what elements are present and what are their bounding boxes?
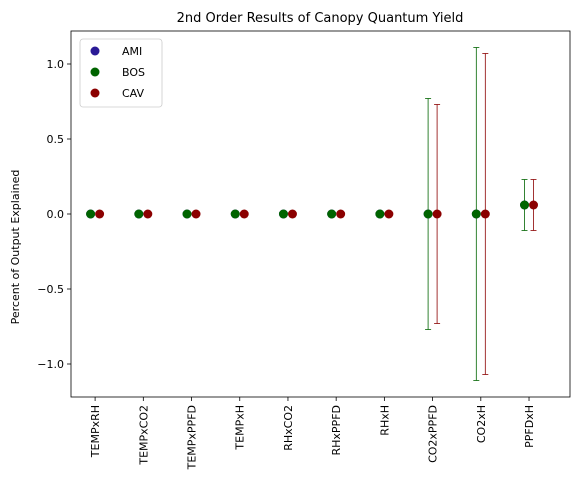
x-tick-label: PPFDxH xyxy=(523,405,536,448)
data-point-bos xyxy=(520,200,530,210)
data-point-cav xyxy=(239,209,249,219)
data-point-cav xyxy=(336,209,346,219)
data-point-bos xyxy=(375,209,385,219)
data-point-bos xyxy=(423,209,433,219)
data-point-cav xyxy=(384,209,394,219)
data-point-bos xyxy=(86,209,96,219)
data-point-cav xyxy=(143,209,153,219)
chart-title: 2nd Order Results of Canopy Quantum Yiel… xyxy=(177,11,464,26)
legend-marker xyxy=(90,88,100,98)
data-point-bos xyxy=(230,209,240,219)
data-point-cav xyxy=(191,209,201,219)
data-point-cav xyxy=(287,209,297,219)
data-point-bos xyxy=(278,209,288,219)
legend-marker xyxy=(90,67,100,77)
legend-label: CAV xyxy=(122,87,145,100)
x-tick-label: TEMPxPPFD xyxy=(186,405,199,470)
data-point-bos xyxy=(182,209,192,219)
legend-marker xyxy=(90,46,100,56)
x-tick-label: CO2xH xyxy=(475,405,488,443)
data-point-bos xyxy=(327,209,337,219)
y-tick-label: −1.0 xyxy=(37,358,64,371)
legend-label: AMI xyxy=(122,45,142,58)
data-point-bos xyxy=(134,209,144,219)
plot-area xyxy=(70,30,571,398)
legend: AMI BOS CAV xyxy=(79,38,163,108)
y-tick-label: 1.0 xyxy=(47,58,65,71)
y-axis-label: Percent of Output Explained xyxy=(9,170,22,325)
data-point-cav xyxy=(432,209,442,219)
data-point-bos xyxy=(471,209,481,219)
y-tick-label: 0.5 xyxy=(47,133,65,146)
data-point-cav xyxy=(95,209,105,219)
x-tick-label: TEMPxH xyxy=(234,405,247,451)
x-tick-label: RHxCO2 xyxy=(282,405,295,451)
y-tick-label: −0.5 xyxy=(37,283,64,296)
x-tick-label: RHxH xyxy=(378,405,391,436)
legend-box xyxy=(79,38,163,108)
y-axis: −1.0 −0.5 0.0 0.5 1.0 xyxy=(37,58,71,371)
x-tick-label: CO2xPPFD xyxy=(427,405,440,463)
x-tick-label: TEMPxRH xyxy=(89,405,102,458)
x-tick-label: TEMPxCO2 xyxy=(137,405,150,466)
data-point-cav xyxy=(480,209,490,219)
data-point-cav xyxy=(529,200,539,210)
y-tick-label: 0.0 xyxy=(47,208,65,221)
x-tick-label: RHxPPFD xyxy=(330,405,343,456)
x-axis: TEMPxRH TEMPxCO2 TEMPxPPFD TEMPxH RHxCO2 RHxP… xyxy=(89,397,536,470)
legend-label: BOS xyxy=(122,66,145,79)
